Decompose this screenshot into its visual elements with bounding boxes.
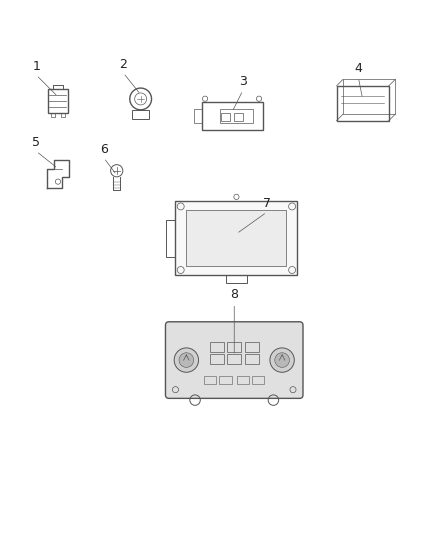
Bar <box>343 79 395 114</box>
Bar <box>227 342 241 352</box>
Bar <box>245 342 258 352</box>
Bar <box>221 112 230 121</box>
Bar <box>252 376 264 384</box>
Text: 8: 8 <box>230 288 238 301</box>
Text: 6: 6 <box>100 142 108 156</box>
Circle shape <box>179 353 194 367</box>
Bar <box>176 201 297 275</box>
Bar <box>166 220 176 257</box>
Bar <box>226 275 247 283</box>
Bar <box>201 102 262 131</box>
Bar <box>234 112 243 121</box>
Bar <box>48 89 68 113</box>
Bar <box>132 110 149 118</box>
Bar <box>245 354 258 364</box>
Bar <box>187 211 286 266</box>
FancyBboxPatch shape <box>166 322 303 398</box>
Bar <box>204 376 216 384</box>
Circle shape <box>270 348 294 372</box>
Text: 3: 3 <box>239 75 247 88</box>
Text: 4: 4 <box>354 62 362 75</box>
Bar <box>210 354 224 364</box>
Circle shape <box>174 348 198 372</box>
Text: 1: 1 <box>32 60 40 73</box>
Circle shape <box>275 353 290 367</box>
Bar <box>210 342 224 352</box>
Text: 7: 7 <box>263 197 271 210</box>
Bar <box>237 376 249 384</box>
Text: 2: 2 <box>119 58 127 71</box>
Bar <box>219 109 253 124</box>
Bar <box>336 86 389 120</box>
Bar <box>194 109 201 124</box>
Bar <box>227 354 241 364</box>
Text: 5: 5 <box>32 136 40 149</box>
Bar <box>219 376 232 384</box>
